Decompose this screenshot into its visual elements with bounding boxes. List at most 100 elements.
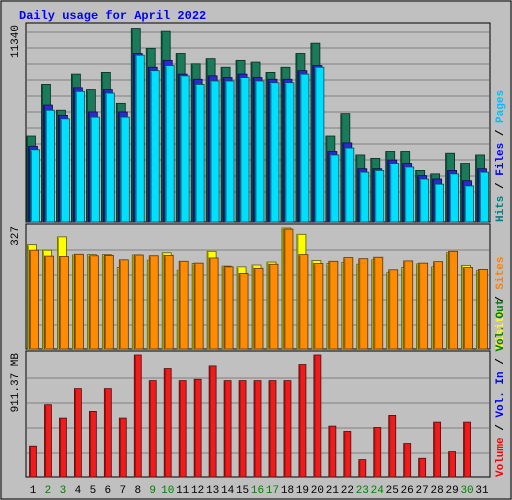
bar-hits-pages-day-5 — [89, 116, 100, 223]
bar-volume-volume-day-30 — [463, 421, 471, 478]
bar-body — [74, 388, 82, 478]
legend-entry-pages: Pages — [495, 90, 507, 123]
bar-body — [30, 149, 40, 223]
bar-body — [74, 253, 84, 350]
x-axis-tick-day-12: 12 — [191, 485, 204, 497]
bar-hits-pages-day-12 — [194, 84, 205, 223]
bar-visits-sites-day-31 — [478, 269, 488, 350]
legend-entry-vol-out: Vol. Out — [495, 299, 507, 352]
bar-visits-sites-day-8 — [133, 254, 144, 350]
x-axis-tick-day-30: 30 — [460, 485, 473, 497]
bar-visits-sites-day-24 — [373, 256, 384, 350]
bar-hits-pages-day-2 — [45, 109, 55, 223]
bar-visits-sites-day-17 — [268, 263, 279, 350]
bar-body — [119, 116, 130, 223]
bar-body — [134, 54, 145, 223]
bar-body — [463, 267, 473, 350]
bar-body — [478, 269, 488, 350]
bar-body — [463, 421, 471, 478]
bar-body — [268, 263, 279, 350]
bar-visits-sites-day-21 — [328, 260, 339, 350]
bar-volume-volume-day-29 — [448, 451, 456, 478]
bar-hits-pages-day-28 — [434, 183, 445, 223]
x-axis-tick-day-7: 7 — [120, 485, 127, 497]
bar-body — [329, 154, 340, 223]
panel-visits: 327 Visits / Sites — [10, 223, 507, 350]
bar-hits-pages-day-31 — [479, 171, 489, 223]
bar-volume-volume-day-7 — [118, 417, 127, 478]
bar-volume-volume-day-21 — [328, 425, 337, 478]
bar-body — [179, 75, 190, 223]
bar-body — [464, 185, 474, 223]
bar-body — [239, 77, 250, 223]
bar-body — [164, 65, 175, 223]
panel-legend-hits: Hits / Files / Pages — [495, 90, 507, 222]
panel-hits: 11340 Hits / Files / Pages — [10, 22, 507, 223]
bar-visits-sites-day-18 — [283, 228, 294, 350]
bar-body — [238, 273, 249, 350]
bar-body — [358, 258, 369, 350]
bar-visits-sites-day-27 — [418, 262, 429, 350]
bar-visits-sites-day-29 — [448, 250, 458, 350]
x-axis-tick-day-19: 19 — [296, 485, 309, 497]
bar-hits-pages-day-27 — [419, 178, 430, 223]
x-axis-tick-day-14: 14 — [221, 485, 235, 497]
bar-body — [373, 427, 382, 478]
bar-hits-pages-day-4 — [75, 90, 85, 223]
x-axis-tick-day-27: 27 — [416, 485, 429, 497]
x-axis-tick-day-24: 24 — [371, 485, 385, 497]
bar-visits-sites-day-22 — [343, 257, 354, 350]
bar-visits-sites-day-20 — [313, 263, 324, 350]
bar-hits-pages-day-21 — [329, 154, 340, 223]
bar-hits-pages-day-15 — [239, 77, 250, 223]
bar-body — [418, 457, 427, 478]
bar-visits-sites-day-6 — [103, 254, 114, 350]
bar-body — [403, 443, 412, 478]
x-axis-day-labels: 1 2 3 4 5 6 7 8 9 10 11 12 13 14 15 16 17 18 19 20 21 22 23 24 2… — [30, 485, 489, 497]
bar-body — [268, 380, 277, 478]
bar-hits-pages-day-10 — [164, 65, 175, 223]
bar-volume-volume-day-8 — [133, 354, 142, 478]
panel-max-label-hits: 11340 — [10, 25, 22, 58]
x-axis-tick-day-8: 8 — [134, 485, 141, 497]
bar-body — [193, 262, 204, 350]
bar-body — [163, 368, 172, 478]
x-axis-tick-day-3: 3 — [60, 485, 67, 497]
bar-body — [208, 365, 217, 478]
bar-body — [59, 417, 67, 478]
bar-body — [449, 173, 459, 223]
bar-body — [193, 378, 202, 478]
bar-visits-sites-day-16 — [253, 267, 264, 350]
bar-hits-pages-day-18 — [284, 82, 295, 223]
legend-entry-visits: Visits — [495, 309, 507, 349]
bar-volume-volume-day-14 — [223, 380, 232, 478]
panel-volume: 911.37 MB Volume / Vol. In / Vol. Out — [10, 299, 507, 478]
bar-body — [284, 82, 295, 223]
bar-visits-sites-day-1 — [29, 249, 39, 350]
x-axis-tick-day-29: 29 — [445, 485, 458, 497]
bar-hits-pages-day-1 — [30, 149, 40, 223]
bar-body — [343, 431, 352, 478]
bar-hits-pages-day-25 — [389, 163, 400, 223]
bar-volume-volume-day-16 — [253, 380, 262, 478]
bar-body — [298, 254, 309, 350]
x-axis-tick-day-20: 20 — [311, 485, 324, 497]
bar-body — [374, 170, 385, 223]
bar-body — [223, 266, 234, 350]
bar-hits-pages-day-8 — [134, 54, 145, 223]
bar-body — [148, 255, 159, 350]
bar-volume-volume-day-19 — [298, 364, 307, 478]
x-axis-tick-day-2: 2 — [45, 485, 52, 497]
x-axis-tick-day-1: 1 — [30, 485, 37, 497]
bar-body — [253, 267, 264, 350]
bar-visits-sites-day-15 — [238, 273, 249, 350]
legend-entry-files: Files — [495, 143, 507, 176]
legend-entry-hits: Hits — [495, 196, 507, 222]
bar-hits-pages-day-19 — [299, 73, 310, 223]
legend-entry-volume: Volume — [495, 437, 507, 477]
bar-hits-pages-day-22 — [344, 147, 355, 223]
bar-body — [253, 380, 262, 478]
bar-body — [89, 116, 100, 223]
bar-volume-volume-day-26 — [403, 443, 412, 478]
bar-body — [358, 459, 367, 478]
